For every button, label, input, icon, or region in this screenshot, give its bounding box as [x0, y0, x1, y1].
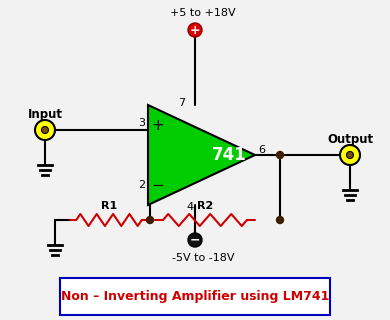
Text: 3: 3: [138, 118, 145, 128]
Circle shape: [35, 120, 55, 140]
Text: +: +: [190, 23, 200, 36]
Text: 4: 4: [186, 202, 193, 212]
Text: -5V to -18V: -5V to -18V: [172, 253, 234, 263]
Circle shape: [277, 151, 284, 158]
Text: −: −: [152, 178, 164, 193]
Text: 6: 6: [258, 145, 265, 155]
Text: 2: 2: [138, 180, 145, 190]
Polygon shape: [148, 105, 255, 205]
Bar: [60, 278, 330, 315]
Circle shape: [346, 151, 353, 158]
Text: +5 to +18V: +5 to +18V: [170, 8, 236, 18]
Text: Output: Output: [327, 132, 373, 146]
Circle shape: [147, 217, 154, 223]
Text: Input: Input: [28, 108, 62, 121]
Circle shape: [41, 126, 48, 133]
Text: 7: 7: [178, 98, 185, 108]
Text: 741: 741: [212, 146, 247, 164]
Circle shape: [340, 145, 360, 165]
Text: −: −: [190, 234, 200, 246]
Text: R1: R1: [101, 201, 117, 211]
Text: +: +: [152, 117, 164, 132]
Text: R2: R2: [197, 201, 213, 211]
Circle shape: [277, 217, 284, 223]
Text: Non – Inverting Amplifier using LM741: Non – Inverting Amplifier using LM741: [61, 290, 329, 303]
Circle shape: [188, 233, 202, 247]
Circle shape: [188, 23, 202, 37]
